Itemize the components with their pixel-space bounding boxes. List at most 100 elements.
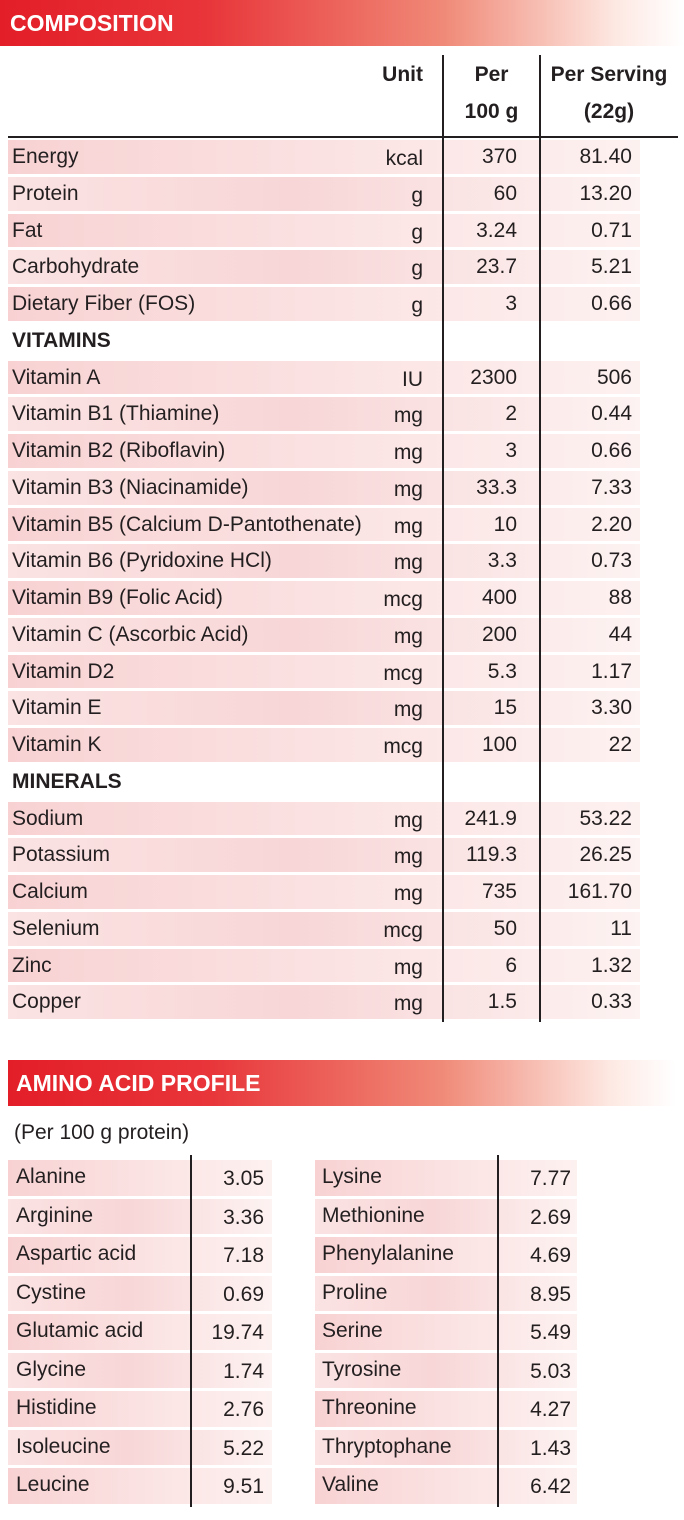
per-serving: 22 xyxy=(608,733,632,756)
per-100g: 100 xyxy=(481,733,517,756)
unit: mg xyxy=(393,808,423,832)
unit: g xyxy=(411,294,423,317)
row-background xyxy=(8,1237,272,1273)
per-serving: 0.44 xyxy=(591,402,632,426)
amino-acid-value: 2.69 xyxy=(530,1205,571,1229)
per-100g: 2300 xyxy=(470,365,517,389)
nutrient-name: Vitamin B1 (Thiamine) xyxy=(12,402,220,426)
per-serving: 0.73 xyxy=(591,549,632,573)
amino-acid-name: Thryptophane xyxy=(322,1434,452,1458)
row-background xyxy=(8,654,640,689)
amino-acid-name: Serine xyxy=(322,1319,383,1342)
amino-acid-value: 0.69 xyxy=(223,1282,264,1306)
amino-acid-value: 7.77 xyxy=(530,1167,571,1190)
per-serving: 44 xyxy=(608,622,632,646)
unit: mg xyxy=(393,514,423,538)
nutrient-name: Vitamin B2 (Riboflavin) xyxy=(12,439,226,462)
unit: g xyxy=(411,183,423,207)
section-title: COMPOSITION xyxy=(10,10,174,36)
per-100g: 3 xyxy=(505,439,517,462)
amino-acid-value: 1.74 xyxy=(223,1359,264,1383)
amino-acid-name: Phenylalanine xyxy=(322,1242,454,1265)
row-background xyxy=(315,1429,577,1465)
per-100g: 119.3 xyxy=(466,843,517,867)
row-background xyxy=(8,1275,272,1311)
amino-acid-value: 5.49 xyxy=(530,1321,571,1344)
per-serving: 53.22 xyxy=(579,806,632,830)
unit: mg xyxy=(393,404,423,428)
row-background xyxy=(8,1429,272,1465)
unit: mg xyxy=(393,955,423,979)
nutrient-name: Copper xyxy=(12,990,81,1014)
header-rule xyxy=(8,136,678,138)
per-100g: 3.3 xyxy=(487,549,517,573)
amino-acid-name: Glycine xyxy=(16,1357,87,1381)
row-background xyxy=(8,1198,272,1234)
unit: mg xyxy=(393,477,423,501)
per-serving: 506 xyxy=(596,365,632,389)
unit: mg xyxy=(393,441,423,464)
nutrient-name: Selenium xyxy=(12,916,100,940)
nutrient-name: Carbohydrate xyxy=(12,255,140,279)
per-100g: 23.7 xyxy=(476,255,517,279)
row-background xyxy=(315,1468,577,1504)
row-background xyxy=(8,434,640,468)
per-serving: 1.17 xyxy=(591,659,632,683)
amino-acid-value: 8.95 xyxy=(530,1282,571,1306)
per-100g: 400 xyxy=(481,586,517,609)
per-serving: 13.20 xyxy=(579,181,632,205)
unit: mg xyxy=(393,845,423,869)
per-serving: 11 xyxy=(610,916,632,940)
column-rule xyxy=(442,55,444,1022)
row-background xyxy=(315,1391,577,1427)
column-header: Unit xyxy=(382,63,423,86)
unit: mg xyxy=(393,551,423,575)
unit: mg xyxy=(393,992,423,1016)
per-serving: 161.70 xyxy=(567,880,632,903)
amino-acid-name: Alanine xyxy=(16,1165,87,1188)
nutrient-name: Vitamin B3 (Niacinamide) xyxy=(12,475,249,499)
per-100g: 1.5 xyxy=(487,990,517,1014)
amino-acid-value: 19.74 xyxy=(211,1321,264,1344)
amino-acid-value: 7.18 xyxy=(223,1244,264,1267)
row-background xyxy=(8,360,640,395)
row-background xyxy=(8,1314,272,1350)
per-serving: 0.33 xyxy=(591,990,632,1014)
row-background xyxy=(8,470,640,505)
row-background xyxy=(8,250,640,284)
per-100g: 50 xyxy=(493,916,517,940)
unit: mcg xyxy=(383,588,423,611)
column-rule xyxy=(539,55,541,1022)
per-100g: 60 xyxy=(493,181,517,205)
amino-acid-value: 4.69 xyxy=(530,1244,571,1267)
per-serving: 7.33 xyxy=(591,475,632,499)
unit: mg xyxy=(393,882,423,905)
unit: g xyxy=(411,257,423,281)
row-background xyxy=(8,617,640,652)
row-background xyxy=(8,1391,272,1427)
per-100g: 3.24 xyxy=(476,218,517,242)
amino-acid-name: Arginine xyxy=(16,1203,94,1227)
row-background xyxy=(8,507,640,542)
column-header: Per Serving xyxy=(550,63,668,86)
amino-acid-name: Leucine xyxy=(16,1473,90,1496)
section-header-bar xyxy=(8,1060,676,1106)
amino-acid-value: 3.36 xyxy=(223,1205,264,1229)
amino-acid-name: Valine xyxy=(322,1473,379,1496)
row-background xyxy=(8,1352,272,1388)
per-100g: 5.3 xyxy=(487,659,517,683)
nutrient-name: Vitamin A xyxy=(12,365,101,389)
nutrient-name: Vitamin C (Ascorbic Acid) xyxy=(12,622,249,646)
nutrient-name: Protein xyxy=(12,181,79,205)
per-serving: 0.66 xyxy=(591,439,632,462)
column-rule xyxy=(497,1155,499,1507)
row-background xyxy=(8,581,640,615)
amino-acid-name: Methionine xyxy=(322,1203,425,1227)
per-100g: 735 xyxy=(481,880,517,903)
amino-acid-name: Isoleucine xyxy=(16,1434,111,1458)
amino-acid-value: 5.03 xyxy=(530,1359,571,1383)
note: (Per 100 g protein) xyxy=(14,1121,190,1144)
row-background xyxy=(8,728,640,762)
group-heading: MINERALS xyxy=(12,769,122,793)
